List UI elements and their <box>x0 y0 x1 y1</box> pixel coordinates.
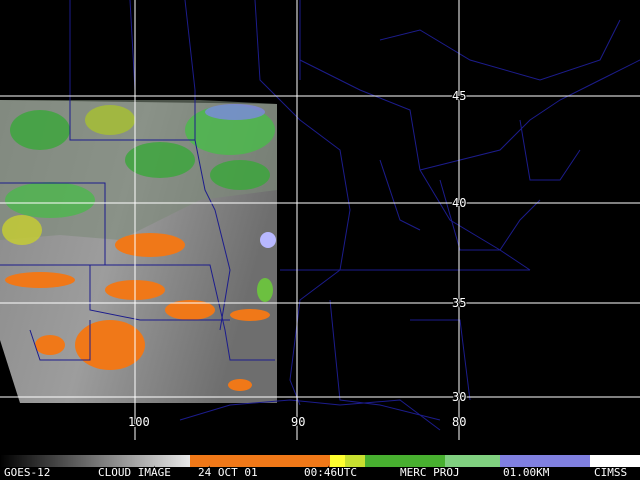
satellite: GOES-12 <box>4 466 50 479</box>
source: CIMSS <box>594 466 627 479</box>
projection: MERC PROJ <box>400 466 460 479</box>
cloud-imagery <box>0 100 277 403</box>
latitude-label: 35 <box>452 296 466 310</box>
longitude-label: 100 <box>128 415 150 429</box>
time: 00:46UTC <box>304 466 357 479</box>
date: 24 OCT 01 <box>198 466 258 479</box>
longitude-label: 90 <box>291 415 305 429</box>
longitude-label: 80 <box>452 415 466 429</box>
graticule <box>0 0 640 440</box>
resolution: 01.00KM <box>503 466 550 479</box>
latitude-label: 45 <box>452 89 466 103</box>
latitude-label: 40 <box>452 196 466 210</box>
latitude-label: 30 <box>452 390 466 404</box>
boundaries <box>0 0 640 431</box>
product: CLOUD IMAGE <box>98 466 171 479</box>
color-bar <box>0 455 640 467</box>
